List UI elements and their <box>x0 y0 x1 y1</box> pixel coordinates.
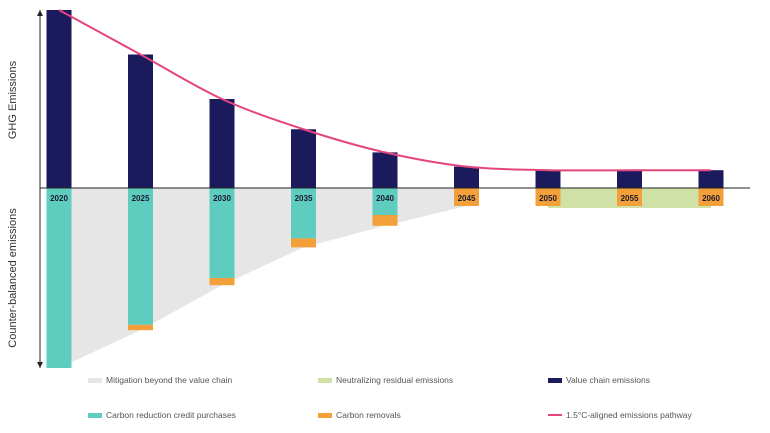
y-axis-arrow-down <box>37 362 43 368</box>
removals-bar <box>209 278 235 286</box>
year-label: 2030 <box>213 194 231 203</box>
value-chain-bar <box>617 170 642 188</box>
value-chain-bar <box>128 54 153 188</box>
value-chain-bar <box>291 129 316 188</box>
removals-bar <box>128 324 153 331</box>
year-label: 2060 <box>702 194 720 203</box>
year-label: 2050 <box>539 194 557 203</box>
mitigation-area <box>59 188 479 368</box>
chart-line <box>58 9 711 172</box>
lower-axis-title: Counter-balanced emissions <box>7 208 19 348</box>
credit-purchases-bar <box>291 188 316 239</box>
credit-purchases-bar <box>372 188 398 215</box>
year-label: 2025 <box>132 194 150 203</box>
year-chip <box>454 188 479 206</box>
upper-axis-title: GHG Emissions <box>7 60 19 139</box>
year-label: 2055 <box>621 194 639 203</box>
year-chip <box>617 188 642 206</box>
pathway-line <box>58 9 711 172</box>
chart-labels: 2020 2025 2030 2035 2040 2045 2050 2055 2060 <box>50 194 720 203</box>
value-chain-bar <box>698 170 724 188</box>
removals-bar <box>291 238 316 248</box>
year-chip <box>535 188 561 206</box>
chart-axes <box>37 10 750 368</box>
value-chain-bar <box>454 166 479 188</box>
year-chip <box>698 188 724 206</box>
year-label: 2045 <box>458 194 476 203</box>
year-label: 2020 <box>50 194 68 203</box>
chart-bars <box>46 10 724 368</box>
value-chain-bar <box>372 152 398 188</box>
credit-purchases-bar <box>46 188 72 368</box>
year-label: 2040 <box>376 194 394 203</box>
value-chain-bar <box>535 170 561 188</box>
value-chain-bar <box>46 10 72 188</box>
value-chain-bar <box>209 99 235 188</box>
year-label: 2035 <box>295 194 313 203</box>
credit-purchases-bar <box>209 188 235 278</box>
credit-purchases-bar <box>128 188 153 325</box>
y-axis-arrow-up <box>37 10 43 16</box>
removals-bar <box>372 215 398 226</box>
